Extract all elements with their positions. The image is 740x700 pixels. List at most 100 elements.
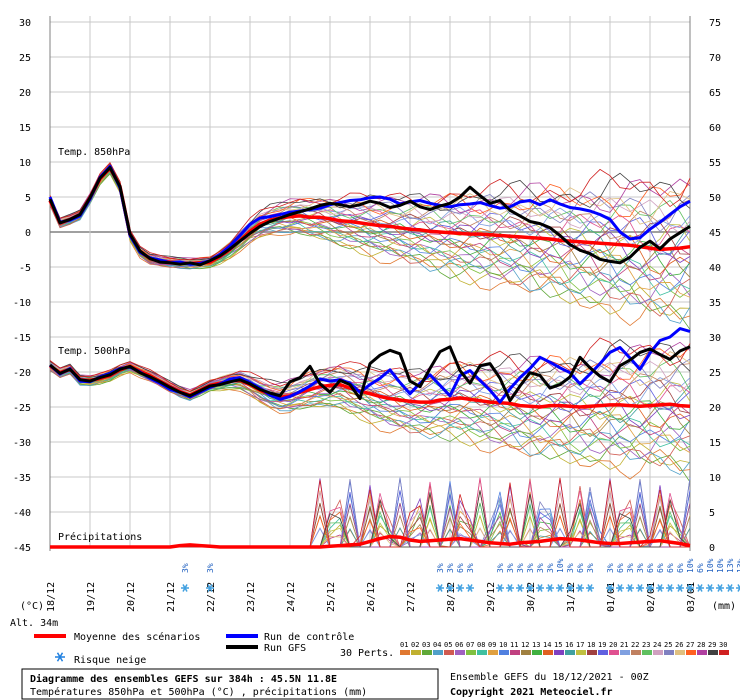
snow-risk-label: 3% [566, 563, 575, 573]
member-legend-swatch [686, 650, 696, 655]
snow-risk-label: 6% [656, 563, 665, 573]
member-legend-number: 03 [422, 641, 430, 649]
y-tick-left: -20 [13, 368, 31, 379]
snow-risk-label: 6% [646, 563, 655, 573]
run-info: Ensemble GEFS du 18/12/2021 - 00Z [450, 672, 649, 683]
member-legend-number: 26 [675, 641, 683, 649]
snow-flake-stroke [737, 584, 740, 590]
x-tick-date: 21/12 [166, 582, 177, 612]
member-legend-swatch [488, 650, 498, 655]
snow-flake-icon [676, 584, 684, 592]
y-tick-left: 30 [19, 18, 31, 29]
snow-flake-icon [446, 584, 454, 592]
snow-flake-stroke [547, 584, 553, 592]
snow-flake-icon [506, 584, 514, 592]
snow-risk-label: 6% [666, 563, 675, 573]
y-tick-right: 45 [709, 228, 721, 239]
snow-risk-label: 10% [556, 558, 565, 573]
member-legend-number: 09 [488, 641, 496, 649]
member-legend-swatch [642, 650, 652, 655]
snow-flake-icon [496, 584, 504, 592]
legend-label-mean: Moyenne des scénarios [74, 631, 200, 643]
member-legend-swatch [400, 650, 410, 655]
snow-risk-label: 6% [696, 563, 705, 573]
snow-flake-stroke [607, 584, 613, 592]
member-legend-swatch [510, 650, 520, 655]
legend-label-gfs: Run GFS [264, 643, 306, 654]
snow-flake-stroke [537, 584, 543, 592]
member-legend-swatch [554, 650, 564, 655]
snow-flake-stroke [657, 584, 663, 592]
x-tick-date: 23/12 [246, 582, 257, 612]
snow-flake-stroke [517, 584, 523, 592]
snow-flake-icon [546, 584, 554, 592]
member-legend-swatch [477, 650, 487, 655]
snow-flake-icon [716, 584, 724, 592]
member-legend-number: 12 [521, 641, 529, 649]
snow-flake-stroke [647, 584, 653, 592]
snow-flake-icon [516, 584, 524, 592]
member-legend-number: 05 [444, 641, 452, 649]
snow-flake-icon [706, 584, 714, 592]
snow-flake-icon [536, 584, 544, 592]
y-tick-right: 60 [709, 123, 721, 134]
member-legend-number: 14 [543, 641, 551, 649]
snow-risk-label: 3% [206, 563, 215, 573]
snow-risk-label: 3% [626, 563, 635, 573]
chart-subtitle: Températures 850hPa et 500hPa (°C) , pré… [30, 686, 367, 698]
snow-risk-label: 3% [496, 563, 505, 573]
snow-flake-stroke [637, 584, 643, 592]
snow-flake-icon [586, 584, 594, 592]
panel-label-t500: Temp. 500hPa [58, 346, 130, 357]
member-legend-swatch [444, 650, 454, 655]
member-legend-swatch [675, 650, 685, 655]
x-tick-date: 20/12 [126, 582, 137, 612]
member-legend-swatch [598, 650, 608, 655]
legend-swatch-gfs [226, 645, 258, 649]
y-tick-right: 70 [709, 53, 721, 64]
snow-risk-label: 3% [516, 563, 525, 573]
snow-flake-icon [636, 584, 644, 592]
snow-flake-stroke [567, 584, 573, 592]
x-tick-date: 31/12 [566, 582, 577, 612]
snow-flake-icon [566, 584, 574, 592]
snow-flake-stroke [527, 584, 533, 592]
main-series [48, 164, 691, 549]
member-legend-number: 24 [653, 641, 661, 649]
x-tick-date: 19/12 [86, 582, 97, 612]
series-t850-run-gfs [48, 166, 691, 267]
snow-flake-stroke [467, 584, 473, 592]
member-legend-swatch [543, 650, 553, 655]
member-legend-swatch [609, 650, 619, 655]
snow-risk-label: 3% [466, 563, 475, 573]
member-legend-swatch [719, 650, 729, 655]
y-tick-left: -15 [13, 333, 31, 344]
snow-flake-icon [436, 584, 444, 592]
y-tick-left: -35 [13, 473, 31, 484]
y-tick-right: 55 [709, 158, 721, 169]
member-legend-number: 07 [466, 641, 474, 649]
snow-flake-stroke [587, 584, 593, 592]
chart-title: Diagramme des ensembles GEFS sur 384h : … [30, 673, 337, 685]
x-tick-date: 25/12 [326, 582, 337, 612]
snow-flake-stroke [707, 584, 713, 592]
member-legend-swatch [411, 650, 421, 655]
member-legend-swatch [422, 650, 432, 655]
snow-flake-stroke [577, 584, 583, 592]
snow-flake-icon [696, 584, 704, 592]
member-legend-number: 06 [455, 641, 463, 649]
snow-risk-label: 10% [706, 558, 715, 573]
y-tick-right: 15 [709, 438, 721, 449]
y-tick-left: -45 [13, 543, 31, 554]
y-tick-left: -5 [19, 263, 31, 274]
snow-flake-icon [55, 652, 65, 662]
snow-flake-icon [686, 584, 694, 592]
members-count-label: 30 Perts. [340, 648, 394, 659]
member-legend-number: 10 [499, 641, 507, 649]
snow-flake-stroke [457, 584, 463, 592]
snow-risk-label: 3% [536, 563, 545, 573]
member-legend-number: 28 [697, 641, 705, 649]
y-tick-right: 5 [709, 508, 715, 519]
x-tick-date: 22/12 [206, 582, 217, 612]
snow-flake-stroke [667, 584, 673, 592]
